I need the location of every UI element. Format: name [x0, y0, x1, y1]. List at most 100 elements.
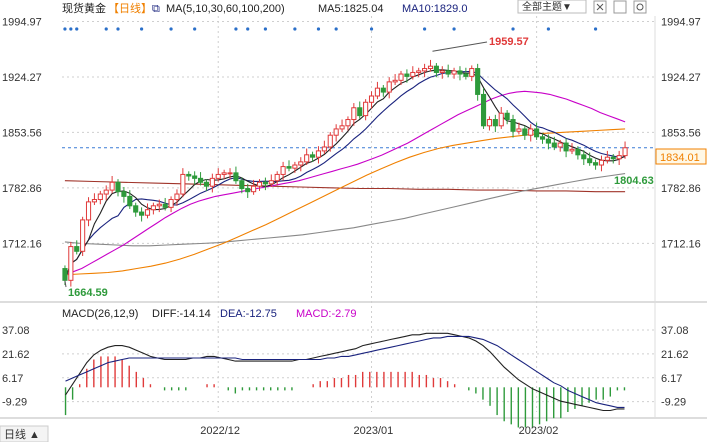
macd-title: MACD(26,12,9) [62, 308, 138, 320]
checkbox-icon[interactable] [613, 0, 627, 14]
ma100-line [64, 173, 626, 247]
candle-body [292, 164, 298, 169]
candle-body [203, 181, 210, 187]
candle-body [551, 142, 557, 148]
chart-type-icon[interactable]: ⧉ [152, 3, 160, 15]
settings-icon[interactable] [633, 0, 647, 14]
close-icon[interactable] [593, 0, 607, 14]
candle-body [563, 142, 569, 152]
event-dot [593, 27, 598, 31]
candle-body [374, 87, 380, 97]
candle-body [604, 156, 610, 161]
candle-body [109, 181, 115, 191]
event-markers [63, 27, 598, 31]
event-dot [139, 27, 144, 31]
candle-body [451, 70, 457, 75]
candle-body [445, 70, 451, 75]
candle-body [85, 201, 92, 221]
candle-body [610, 156, 616, 160]
candle-body [463, 73, 469, 77]
candle-body [422, 68, 428, 72]
price-tick-label-right: 1853.56 [661, 127, 701, 139]
event-dot [169, 27, 173, 31]
theme-button[interactable]: 全部主题▼ [517, 0, 587, 14]
candle-body [280, 166, 286, 175]
price-tick-label-left: 1924.27 [2, 72, 42, 84]
event-dot [63, 27, 67, 31]
macd-tick-label-right: 21.62 [661, 349, 689, 361]
candle-body [180, 173, 186, 195]
macd-diff-value: DIFF:-14.14 [152, 308, 211, 320]
price-tick-label-right: 1712.16 [661, 238, 701, 250]
candle-body [545, 138, 551, 144]
event-dot [546, 27, 551, 31]
event-dot [234, 27, 238, 31]
ma-settings-label[interactable]: MA(5,10,30,60,100,200) [166, 3, 285, 15]
candle-body [209, 177, 215, 187]
price-tick-label-left: 1782.86 [2, 183, 42, 195]
candle-body [528, 128, 534, 136]
candle-body [91, 199, 97, 203]
candle-body [575, 148, 581, 156]
candle-body [480, 93, 487, 127]
candle-body [227, 172, 233, 175]
candle-body [174, 193, 180, 201]
candle-body [168, 199, 174, 208]
candle-body [233, 172, 239, 182]
candle-body [534, 128, 540, 138]
candle-body [392, 79, 398, 83]
time-tick-label: 2023/02 [519, 425, 559, 437]
candle-body [127, 195, 133, 207]
macd-hist-value: MACD:-2.79 [296, 308, 357, 320]
candle-body [150, 205, 156, 211]
current-price-label: 1834.01 [660, 152, 700, 164]
candle-body [498, 112, 504, 127]
period-label: 【日线】 [108, 1, 152, 15]
event-dot [75, 27, 79, 31]
ma5-value: MA5:1825.04 [318, 3, 383, 15]
ma200-line [64, 180, 626, 193]
candle-body [251, 185, 257, 193]
candle-body [522, 128, 528, 136]
candle-body [510, 119, 516, 132]
low-marker-line [64, 280, 67, 288]
candle-body [368, 95, 375, 103]
candle-body [274, 173, 280, 182]
candle-body [539, 136, 546, 140]
candle-body [103, 189, 109, 195]
candle-body [492, 119, 498, 127]
candle-body [221, 172, 227, 175]
candle-body [345, 119, 351, 127]
candle-body [593, 162, 599, 166]
candle-body [144, 209, 151, 216]
period-selector[interactable]: 日线 ▲ [0, 425, 49, 442]
price-tick-label-right: 1782.86 [661, 183, 701, 195]
macd-dea-value: DEA:-12.75 [220, 308, 277, 320]
candle-body [433, 65, 439, 73]
candle-body [215, 173, 221, 179]
event-dot [511, 27, 515, 31]
event-dot [316, 27, 321, 31]
candle-body [304, 154, 310, 163]
high-marker-line [432, 41, 488, 52]
macd-panel [64, 332, 626, 428]
high-price-label: 1959.57 [489, 36, 529, 48]
candle-body [139, 211, 145, 216]
event-dot [452, 27, 456, 31]
candle-body [469, 68, 475, 77]
event-dot [104, 27, 108, 31]
axes: 1994.97 1994.97 1924.27 1924.27 1853.56 1853.… [2, 17, 701, 437]
event-dot [116, 27, 120, 31]
candle-body [321, 146, 327, 152]
candle-body [115, 181, 121, 193]
candle-body [298, 161, 304, 166]
recent-low-label: 1804.63 [614, 175, 654, 187]
event-dot [246, 27, 250, 31]
candle-body [398, 73, 404, 81]
candle-body [256, 181, 263, 187]
event-dot [69, 27, 73, 31]
macd-tick-label-left: 37.08 [2, 325, 30, 337]
candle-body [486, 119, 493, 127]
